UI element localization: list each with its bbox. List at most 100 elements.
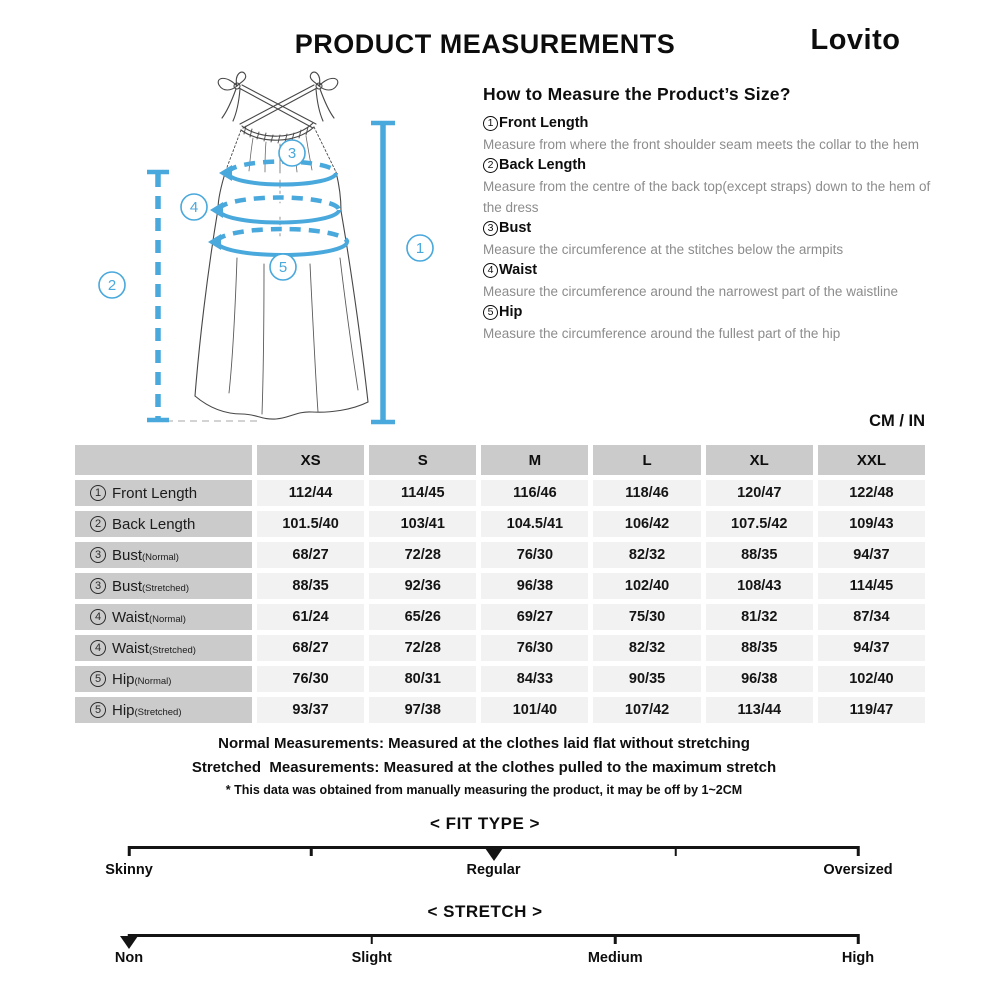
row-label-text: Hip	[112, 701, 135, 719]
measurement-value: 80/31	[369, 666, 477, 692]
unit-label: CM / IN	[869, 412, 925, 430]
row-label-subscript: (Normal)	[148, 614, 186, 625]
scale-tick	[856, 934, 860, 944]
row-label-subscript: (Stretched)	[134, 707, 182, 718]
scale-tick	[856, 846, 860, 856]
scale-label: Slight	[351, 950, 392, 966]
measurement-value: 114/45	[369, 480, 477, 506]
measurement-value: 76/30	[481, 635, 589, 661]
how-to-item: 3 Bust Measure the circumference at the st…	[483, 218, 935, 260]
measure-description: Measure the circumference at the stitche…	[483, 242, 844, 257]
row-label-subscript: (Normal)	[142, 552, 179, 563]
measurement-value: 76/30	[257, 666, 365, 692]
measure-number-badge: 3	[90, 547, 106, 563]
measurement-value: 114/45	[817, 573, 925, 599]
diagram-badge-1-number: 1	[416, 240, 424, 257]
measure-description: Measure the circumference around the nar…	[483, 284, 898, 299]
measure-description: Measure the circumference around the ful…	[483, 326, 841, 341]
measurement-value: 116/46	[481, 480, 589, 506]
measurement-value: 101/40	[481, 697, 589, 723]
measurement-value: 119/47	[817, 697, 925, 723]
measurement-value: 96/38	[705, 666, 813, 692]
how-to-item: 1 Front Length Measure from where the fron…	[483, 113, 935, 155]
measurement-value: 75/30	[593, 604, 701, 630]
row-label-text: Hip	[112, 670, 135, 688]
scale-tick	[127, 846, 131, 856]
diagram-badge-4	[180, 193, 208, 221]
front-length-line	[371, 120, 395, 425]
measurement-value: 108/43	[705, 573, 813, 599]
table-row-label: 4 Waist (Normal)	[75, 604, 252, 630]
measure-description: Measure from the centre of the back top(…	[483, 179, 931, 215]
product-measurement-diagram: 1 2 3 4 5	[98, 71, 434, 425]
measure-number-badge: 3	[90, 578, 106, 594]
page-title: PRODUCT MEASUREMENTS	[294, 29, 676, 59]
back-length-line	[147, 169, 169, 423]
scale-labels-row: Skinny Regular Oversized	[105, 862, 892, 882]
row-label-subscript: (Normal)	[134, 676, 172, 687]
diagram-badge-4-number: 4	[190, 199, 198, 216]
measure-number-badge: 5	[90, 671, 106, 687]
diagram-badge-5	[269, 253, 297, 281]
note-stretched: Stretched Measurements: Measured at the …	[191, 759, 777, 776]
measure-name: Front Length	[499, 115, 589, 131]
scale-tick	[613, 934, 617, 944]
measure-name-row: 1 Front Length	[483, 113, 935, 134]
scale-marker	[484, 848, 503, 861]
size-column-header: XL	[705, 445, 813, 475]
table-row-label: 1 Front Length	[75, 480, 252, 506]
measurement-value: 107.5/42	[705, 511, 813, 537]
waist-ellipse	[210, 195, 342, 225]
measurement-value: 69/27	[481, 604, 589, 630]
measurement-value: 122/48	[817, 480, 925, 506]
measurement-value: 88/35	[705, 635, 813, 661]
measurement-value: 93/37	[257, 697, 365, 723]
measure-number-badge: 4	[483, 263, 498, 278]
measurement-value: 107/42	[593, 697, 701, 723]
measurement-value: 103/41	[369, 511, 477, 537]
measurement-value: 84/33	[481, 666, 589, 692]
row-label-subscript: (Stretched)	[148, 645, 196, 656]
measurement-value: 94/37	[817, 635, 925, 661]
how-to-measure-title: How to Measure the Product’s Size?	[483, 84, 791, 104]
scale-axis-line	[127, 846, 860, 861]
measurement-value: 94/37	[817, 542, 925, 568]
measurement-value: 72/28	[369, 635, 477, 661]
size-column-header: XS	[257, 445, 365, 475]
measure-name: Back Length	[499, 157, 587, 173]
diagram-badge-2-number: 2	[108, 277, 116, 294]
measurement-value: 90/35	[593, 666, 701, 692]
hip-ellipse	[208, 226, 350, 257]
measure-name-row: 4 Waist	[483, 260, 935, 281]
measurement-value: 82/32	[593, 635, 701, 661]
table-row-label: 3 Bust (Stretched)	[75, 573, 252, 599]
scale-tick	[370, 934, 373, 944]
scale-axis-line	[120, 934, 860, 949]
row-label-subscript: (Stretched)	[142, 583, 190, 594]
how-to-measure-list: 1 Front Length Measure from where the fron…	[483, 113, 935, 344]
diagram-badge-2	[98, 271, 126, 299]
measurement-value: 102/40	[817, 666, 925, 692]
measurement-value: 113/44	[705, 697, 813, 723]
how-to-item: 4 Waist Measure the circumference around t…	[483, 260, 935, 302]
row-label-text: Back Length	[112, 515, 196, 533]
size-column-header: XXL	[817, 445, 925, 475]
table-row-label: 5 Hip (Stretched)	[75, 697, 252, 723]
measurement-value: 82/32	[593, 542, 701, 568]
table-corner-cell	[75, 445, 252, 475]
measurement-value: 109/43	[817, 511, 925, 537]
scale-marker	[120, 936, 138, 949]
measure-number-badge: 2	[483, 158, 498, 173]
measure-description: Measure from where the front shoulder se…	[483, 137, 919, 152]
measurement-value: 104.5/41	[481, 511, 589, 537]
measurement-value: 120/47	[705, 480, 813, 506]
measurement-value: 96/38	[481, 573, 589, 599]
diagram-badge-1	[406, 234, 434, 262]
fit-type-scale: < FIT TYPE > Skinny Regular Oversized	[0, 810, 1000, 898]
how-to-measure-section: How to Measure the Product’s Size? 1 Fron…	[483, 84, 935, 344]
measurement-value: 61/24	[257, 604, 365, 630]
measurement-value: 88/35	[257, 573, 365, 599]
measure-number-badge: 4	[90, 640, 106, 656]
measurement-value: 72/28	[369, 542, 477, 568]
